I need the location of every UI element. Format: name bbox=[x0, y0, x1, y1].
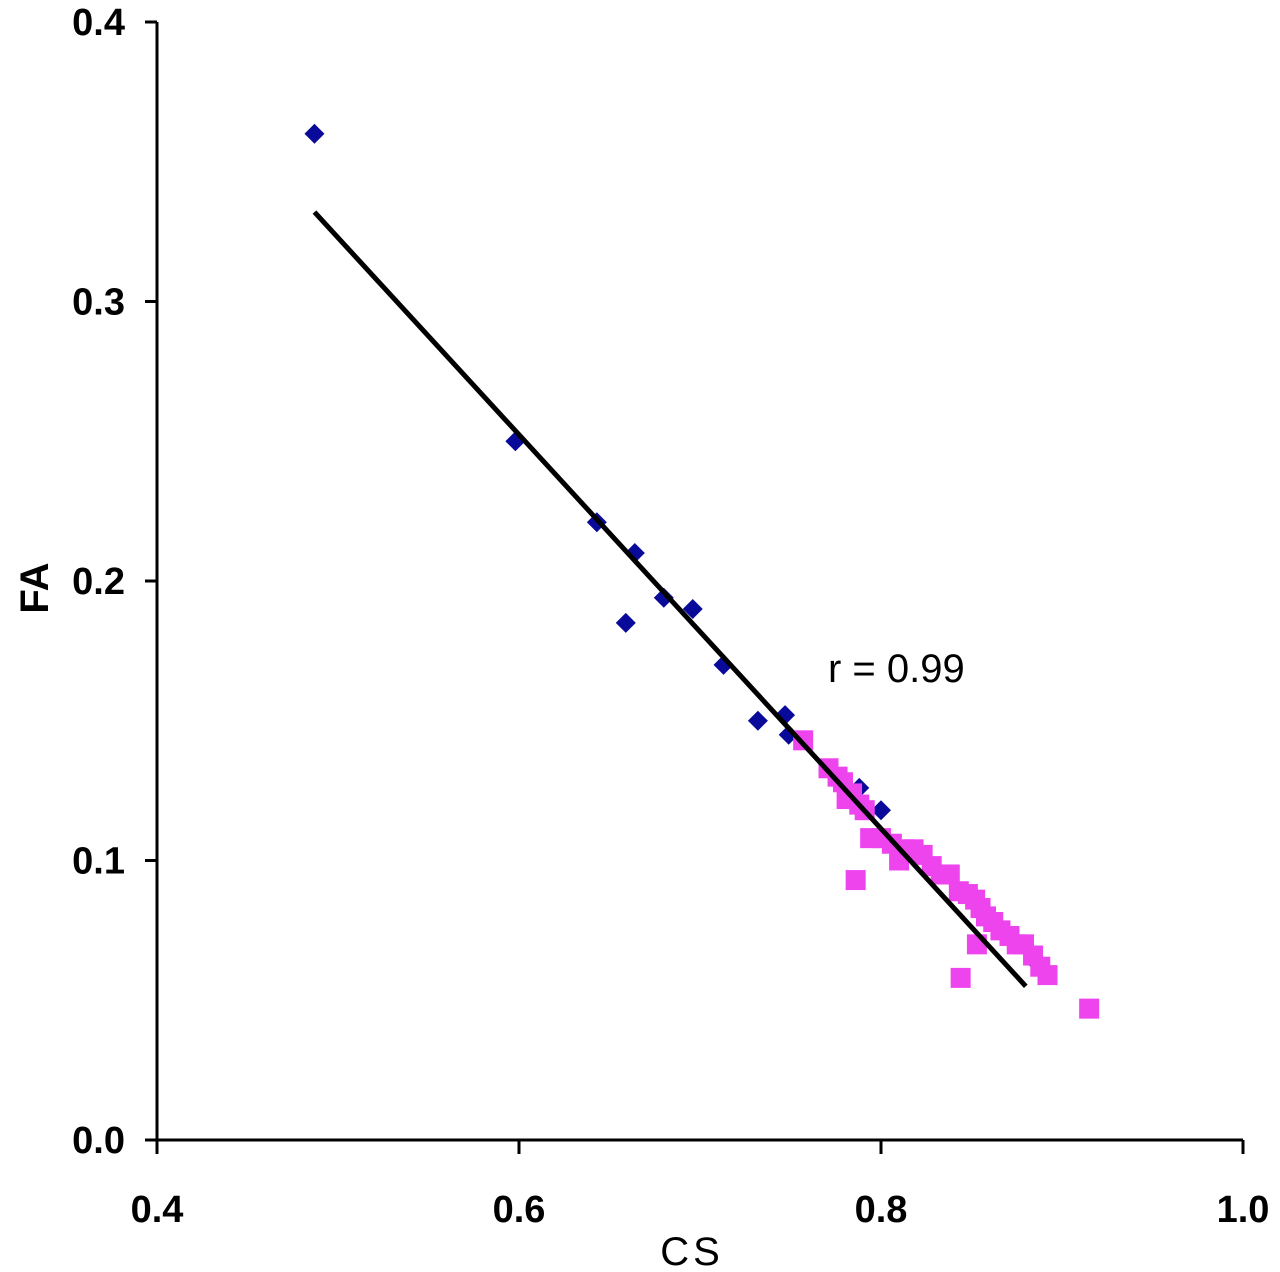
data-point bbox=[871, 800, 891, 821]
tick-labels: 0.0 0.1 0.2 0.3 0.4 0.4 0.6 0.8 1.0 bbox=[72, 2, 1269, 1231]
series-1 bbox=[304, 123, 1045, 972]
x-tick-label: 0.4 bbox=[131, 1189, 184, 1231]
x-axis-title: CS bbox=[660, 1230, 724, 1272]
correlation-annotation: r = 0.99 bbox=[828, 647, 965, 691]
x-tick-label: 0.8 bbox=[855, 1189, 908, 1231]
x-tick-label: 0.6 bbox=[493, 1189, 546, 1231]
x-tick-label: 1.0 bbox=[1217, 1189, 1270, 1231]
data-point bbox=[939, 864, 960, 885]
data-point bbox=[950, 967, 971, 988]
plot-area bbox=[304, 123, 1100, 1019]
series-2 bbox=[793, 730, 1100, 1019]
y-tick-label: 0.0 bbox=[72, 1120, 125, 1162]
y-tick-label: 0.1 bbox=[72, 841, 125, 883]
y-axis-title: FA bbox=[13, 562, 57, 613]
y-tick-label: 0.4 bbox=[72, 2, 125, 44]
data-point bbox=[845, 870, 866, 891]
data-point bbox=[682, 598, 703, 619]
data-point bbox=[1037, 965, 1058, 986]
axes bbox=[155, 22, 1243, 1142]
data-point bbox=[747, 710, 768, 731]
data-point bbox=[615, 612, 636, 633]
tick-marks bbox=[145, 20, 1245, 1154]
data-point bbox=[1079, 998, 1100, 1019]
data-point bbox=[653, 587, 674, 608]
data-point bbox=[304, 123, 325, 144]
y-tick-label: 0.3 bbox=[72, 282, 125, 324]
y-tick-label: 0.2 bbox=[72, 561, 125, 603]
trend-line bbox=[312, 210, 1028, 988]
